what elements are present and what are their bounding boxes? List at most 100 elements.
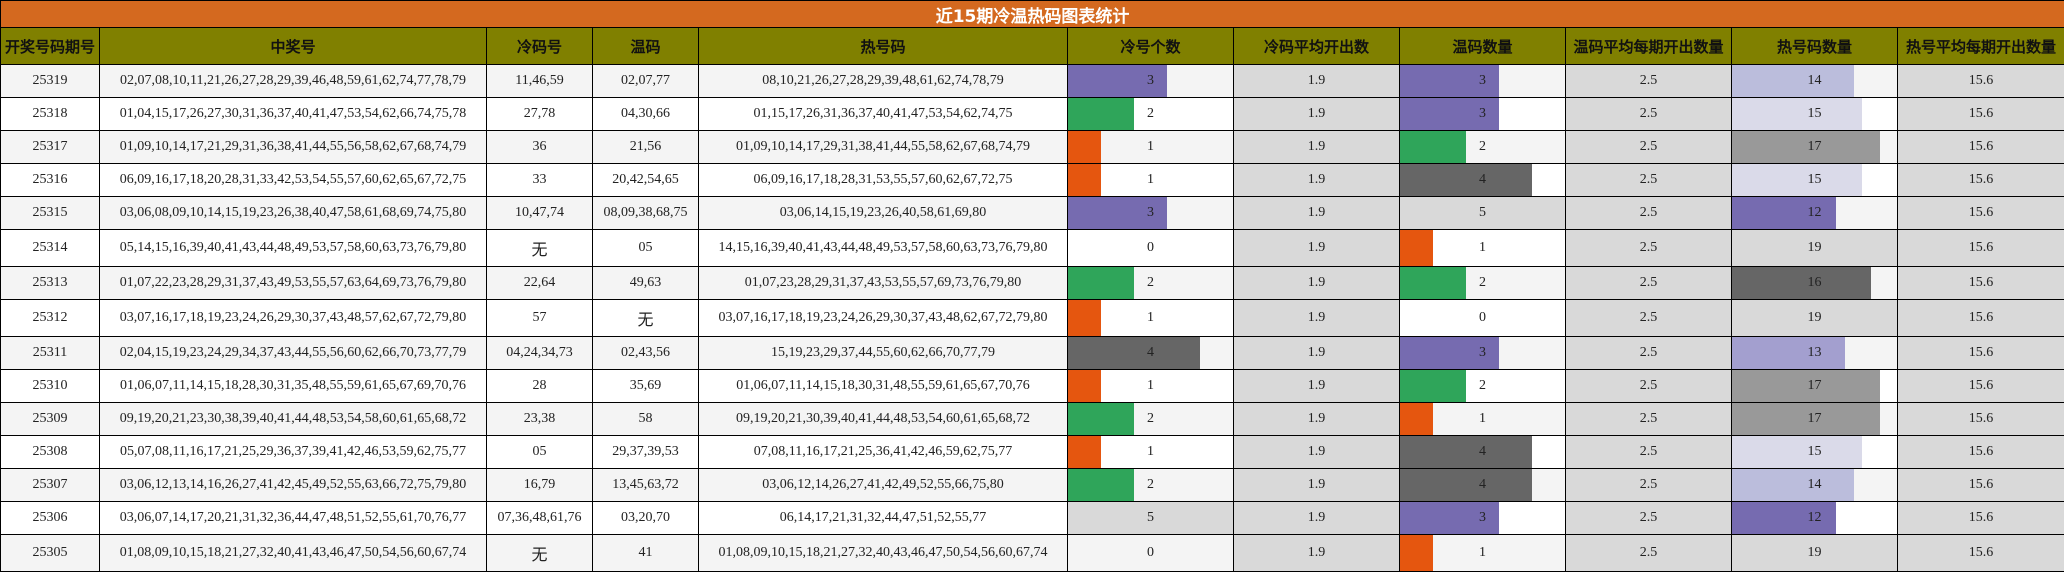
cold-numbers: 33: [487, 164, 593, 197]
data-bar: [1068, 98, 1134, 130]
warm-count-cell: 3: [1400, 98, 1566, 131]
hot-numbers: 03,07,16,17,18,19,23,24,26,29,30,37,43,4…: [699, 300, 1068, 337]
bar-value: 17: [1808, 139, 1822, 154]
hot-average: 15.6: [1898, 370, 2064, 403]
cold-count-cell: 5: [1068, 502, 1234, 535]
column-header-hot-count: 热号码数量: [1732, 28, 1898, 65]
cold-average: 1.9: [1234, 98, 1400, 131]
warm-average: 2.5: [1566, 230, 1732, 267]
warm-count-cell: 4: [1400, 164, 1566, 197]
warm-average: 2.5: [1566, 65, 1732, 98]
issue-number: 25306: [1, 502, 100, 535]
data-bar: [1400, 131, 1466, 163]
warm-numbers: 03,20,70: [593, 502, 699, 535]
bar-value: 1: [1479, 240, 1486, 255]
data-bar: [1400, 370, 1466, 402]
winning-numbers: 02,07,08,10,11,21,26,27,28,29,39,46,48,5…: [100, 65, 487, 98]
issue-number: 25312: [1, 300, 100, 337]
bar-value: 4: [1479, 477, 1486, 492]
hot-numbers: 09,19,20,21,30,39,40,41,44,48,53,54,60,6…: [699, 403, 1068, 436]
warm-average: 2.5: [1566, 164, 1732, 197]
cold-average: 1.9: [1234, 403, 1400, 436]
warm-average: 2.5: [1566, 197, 1732, 230]
issue-number: 25317: [1, 131, 100, 164]
issue-number: 25313: [1, 267, 100, 300]
warm-count-cell: 2: [1400, 131, 1566, 164]
data-bar: [1732, 267, 1871, 299]
data-bar: [1732, 164, 1862, 196]
data-bar: [1400, 436, 1532, 468]
data-bar: [1068, 403, 1134, 435]
data-bar: [1400, 230, 1433, 266]
cold-count-cell: 2: [1068, 469, 1234, 502]
data-bar: [1732, 370, 1880, 402]
hot-count-cell: 19: [1732, 535, 1898, 572]
cold-average: 1.9: [1234, 502, 1400, 535]
cold-numbers: 11,46,59: [487, 65, 593, 98]
bar-value: 5: [1479, 205, 1486, 220]
data-bar: [1732, 65, 1854, 97]
warm-numbers: 29,37,39,53: [593, 436, 699, 469]
hot-average: 15.6: [1898, 403, 2064, 436]
cold-average: 1.9: [1234, 230, 1400, 267]
cold-numbers: 05: [487, 436, 593, 469]
warm-count-cell: 2: [1400, 370, 1566, 403]
bar-value: 19: [1808, 310, 1822, 325]
bar-value: 2: [1147, 411, 1154, 426]
data-bar: [1732, 436, 1862, 468]
cold-average: 1.9: [1234, 535, 1400, 572]
bar-value: 19: [1808, 240, 1822, 255]
column-header-winning-numbers: 中奖号: [100, 28, 487, 65]
warm-average: 2.5: [1566, 370, 1732, 403]
hot-count-cell: 19: [1732, 230, 1898, 267]
bar-value: 2: [1147, 477, 1154, 492]
issue-number: 25307: [1, 469, 100, 502]
hot-numbers: 06,09,16,17,18,28,31,53,55,57,60,62,67,7…: [699, 164, 1068, 197]
warm-count-cell: 0: [1400, 300, 1566, 337]
hot-count-cell: 15: [1732, 436, 1898, 469]
cold-numbers: 28: [487, 370, 593, 403]
cold-numbers: 07,36,48,61,76: [487, 502, 593, 535]
hot-numbers: 03,06,14,15,19,23,26,40,58,61,69,80: [699, 197, 1068, 230]
hot-average: 15.6: [1898, 300, 2064, 337]
winning-numbers: 02,04,15,19,23,24,29,34,37,43,44,55,56,6…: [100, 337, 487, 370]
data-bar: [1732, 469, 1854, 501]
warm-count-cell: 4: [1400, 436, 1566, 469]
hot-numbers: 06,14,17,21,31,32,44,47,51,52,55,77: [699, 502, 1068, 535]
hot-average: 15.6: [1898, 131, 2064, 164]
bar-value: 3: [1147, 205, 1154, 220]
bar-value: 2: [1147, 275, 1154, 290]
warm-numbers: 21,56: [593, 131, 699, 164]
data-bar: [1732, 98, 1862, 130]
hot-count-cell: 14: [1732, 65, 1898, 98]
hot-numbers: 01,15,17,26,31,36,37,40,41,47,53,54,62,7…: [699, 98, 1068, 131]
winning-numbers: 05,07,08,11,16,17,21,25,29,36,37,39,41,4…: [100, 436, 487, 469]
bar-value: 4: [1479, 172, 1486, 187]
data-bar: [1400, 403, 1433, 435]
hot-average: 15.6: [1898, 267, 2064, 300]
warm-numbers: 13,45,63,72: [593, 469, 699, 502]
data-bar: [1732, 403, 1880, 435]
warm-average: 2.5: [1566, 535, 1732, 572]
warm-count-cell: 1: [1400, 535, 1566, 572]
hot-count-cell: 12: [1732, 197, 1898, 230]
bar-value: 2: [1479, 139, 1486, 154]
cold-average: 1.9: [1234, 436, 1400, 469]
bar-value: 1: [1147, 310, 1154, 325]
hot-numbers: 01,09,10,14,17,29,31,38,41,44,55,58,62,6…: [699, 131, 1068, 164]
hot-numbers: 01,06,07,11,14,15,18,30,31,48,55,59,61,6…: [699, 370, 1068, 403]
warm-count-cell: 1: [1400, 230, 1566, 267]
data-bar: [1068, 131, 1101, 163]
column-header-issue: 开奖号码期号: [1, 28, 100, 65]
data-bar: [1068, 164, 1101, 196]
warm-average: 2.5: [1566, 502, 1732, 535]
cold-count-cell: 2: [1068, 403, 1234, 436]
warm-average: 2.5: [1566, 98, 1732, 131]
warm-count-cell: 3: [1400, 337, 1566, 370]
hot-count-cell: 12: [1732, 502, 1898, 535]
column-header-cold-count: 冷号个数: [1068, 28, 1234, 65]
hot-count-cell: 19: [1732, 300, 1898, 337]
column-header-warm-avg: 温码平均每期开出数量: [1566, 28, 1732, 65]
